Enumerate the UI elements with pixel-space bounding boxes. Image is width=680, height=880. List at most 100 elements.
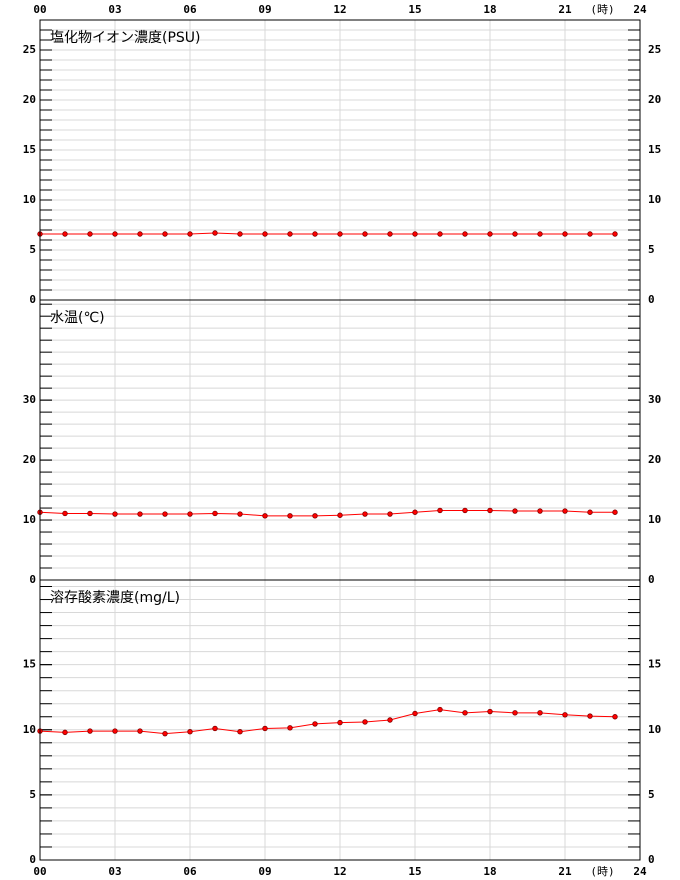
data-point <box>612 509 618 515</box>
data-point <box>162 511 168 517</box>
data-point <box>512 231 518 237</box>
data-point <box>212 230 218 236</box>
y-tick-label: 5 <box>29 788 36 801</box>
series-line <box>39 709 616 735</box>
data-point <box>187 511 193 517</box>
panel-title: 水温(℃) <box>50 310 105 326</box>
data-point <box>137 231 143 237</box>
x-tick-label-bottom: 21 <box>558 865 572 878</box>
data-point <box>312 513 318 519</box>
data-point <box>387 231 393 237</box>
panel-title: 塩化物イオン濃度(PSU) <box>50 30 201 46</box>
x-tick-label-bottom: 12 <box>333 865 346 878</box>
y-tick-label: 0 <box>29 853 36 866</box>
data-point <box>587 509 593 515</box>
y-tick-label: 20 <box>23 453 36 466</box>
data-point <box>112 231 118 237</box>
data-point <box>137 511 143 517</box>
data-point <box>162 231 168 237</box>
x-tick-label-top: 12 <box>333 3 346 16</box>
x-tick-label-bottom: 00 <box>33 865 46 878</box>
data-point <box>337 512 343 518</box>
data-point <box>362 511 368 517</box>
x-unit-label-bottom: (時) <box>590 865 614 878</box>
y-tick-label: 10 <box>23 513 36 526</box>
data-point <box>62 510 68 517</box>
y-tick-label: 20 <box>23 93 36 106</box>
data-point <box>537 710 543 716</box>
data-point <box>562 508 568 514</box>
data-point <box>562 231 568 237</box>
x-tick-label-bottom: 24 <box>633 865 647 878</box>
data-point <box>487 507 493 514</box>
data-point <box>387 717 393 723</box>
series-line <box>40 232 615 235</box>
data-point <box>87 728 93 734</box>
y-tick-label: 10 <box>23 193 36 206</box>
data-point <box>62 231 68 237</box>
x-tick-label-top: 15 <box>408 3 421 16</box>
y-tick-label-right: 0 <box>648 293 655 306</box>
data-point <box>87 510 93 517</box>
data-point <box>412 231 418 237</box>
panel-title: 溶存酸素濃度(mg/L) <box>50 590 180 606</box>
data-point <box>612 714 618 720</box>
y-tick-label-right: 15 <box>648 143 661 156</box>
data-point <box>462 231 468 237</box>
x-tick-label-top: 24 <box>633 3 647 16</box>
x-tick-label-bottom: 03 <box>108 865 121 878</box>
data-point <box>362 231 368 237</box>
data-point <box>587 231 593 237</box>
y-tick-label: 15 <box>23 143 36 156</box>
data-point <box>362 719 368 725</box>
y-tick-label: 0 <box>29 293 36 306</box>
x-tick-label-bottom: 18 <box>483 865 496 878</box>
data-point <box>87 231 93 237</box>
data-point <box>112 511 118 517</box>
y-tick-label-right: 20 <box>648 93 661 106</box>
y-tick-label-right: 10 <box>648 513 661 526</box>
series-line <box>39 509 615 517</box>
y-tick-label-right: 20 <box>648 453 661 466</box>
data-point <box>62 729 68 736</box>
x-tick-label-bottom: 09 <box>258 865 271 878</box>
y-tick-label-right: 0 <box>648 573 655 586</box>
y-tick-label-right: 5 <box>648 243 655 256</box>
data-point <box>487 708 493 715</box>
data-point <box>612 231 618 237</box>
data-point <box>262 513 268 519</box>
x-tick-label-top: 09 <box>258 3 271 16</box>
data-point <box>462 507 468 514</box>
data-point <box>237 729 243 735</box>
y-tick-label: 15 <box>23 658 36 671</box>
data-point <box>262 231 268 237</box>
y-tick-label: 10 <box>23 723 36 736</box>
data-point <box>287 231 293 237</box>
data-point <box>512 508 518 514</box>
data-point <box>287 513 293 519</box>
data-point <box>187 729 193 735</box>
data-point <box>237 511 243 517</box>
data-point <box>487 231 493 237</box>
data-point <box>587 713 593 719</box>
x-tick-label-top: 18 <box>483 3 496 16</box>
data-point <box>262 725 268 732</box>
data-point <box>437 706 443 713</box>
data-point <box>537 231 543 237</box>
x-tick-label-top: 03 <box>108 3 121 16</box>
data-point <box>337 231 343 237</box>
y-tick-label-right: 25 <box>648 43 661 56</box>
x-tick-label-top: 06 <box>183 3 197 16</box>
y-tick-label-right: 0 <box>648 853 655 866</box>
x-tick-label-top: 21 <box>558 3 572 16</box>
data-point <box>212 510 218 517</box>
y-tick-label-right: 10 <box>648 193 661 206</box>
plot-border <box>39 19 641 861</box>
data-point <box>437 507 443 514</box>
data-point <box>312 721 318 727</box>
data-point <box>537 508 543 514</box>
data-point <box>437 231 443 237</box>
y-tick-label: 30 <box>23 393 36 406</box>
data-point <box>462 710 468 716</box>
